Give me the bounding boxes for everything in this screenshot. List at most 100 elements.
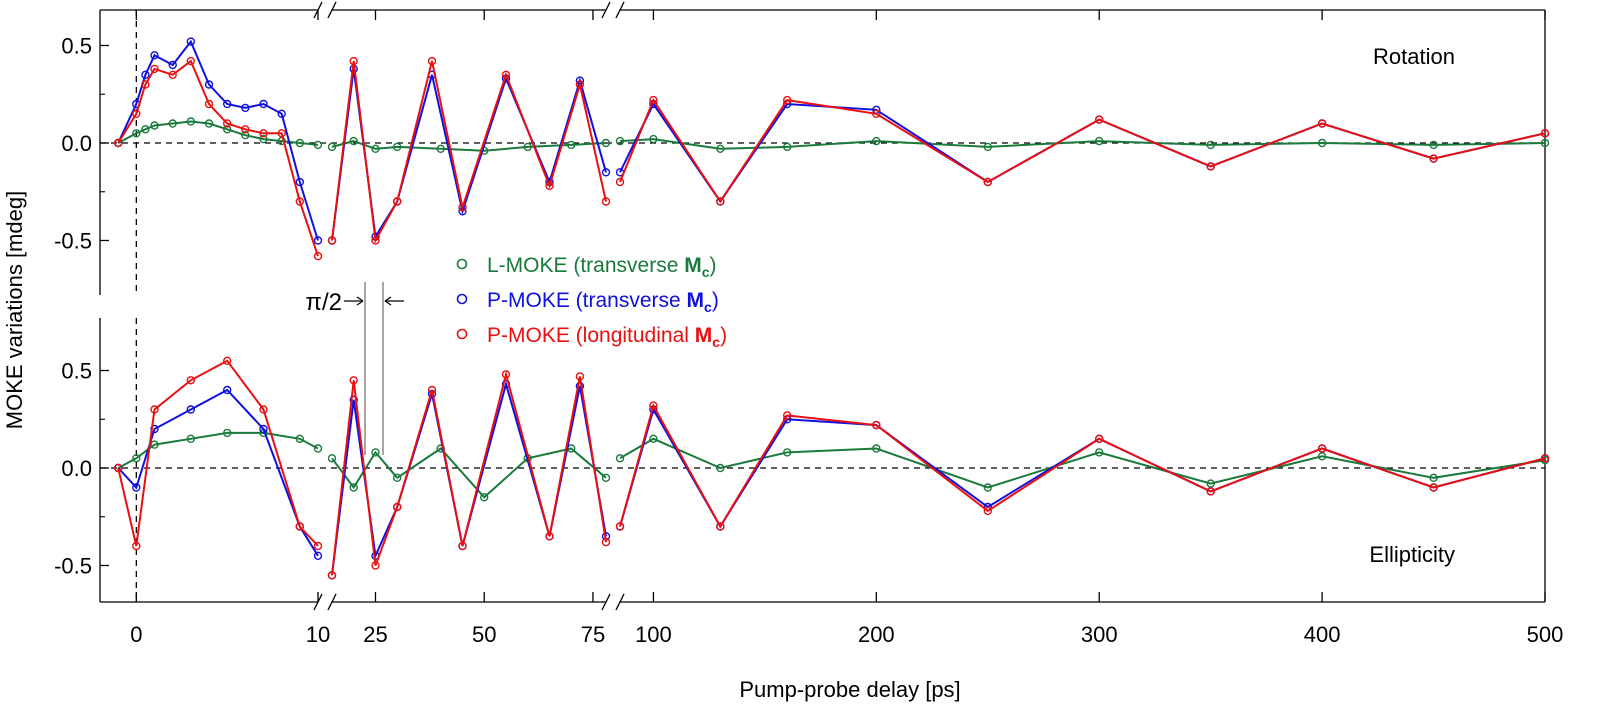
series-line (117, 59, 319, 257)
data-point (1094, 448, 1104, 457)
data-point (313, 236, 323, 245)
data-point (545, 532, 554, 541)
legend: L-MOKE (transverse Mc) P-MOKE (transverse… (456, 254, 727, 350)
data-point (222, 99, 232, 109)
data-point (204, 99, 214, 109)
x-tick-label: 300 (1081, 622, 1118, 647)
data-point (872, 420, 881, 430)
data-point (1094, 434, 1104, 443)
data-point (458, 541, 467, 551)
data-point (313, 251, 323, 261)
data-point (601, 537, 611, 547)
data-point (601, 473, 611, 482)
x-tick-label: 0 (130, 622, 142, 647)
data-point (113, 138, 123, 148)
data-point (427, 385, 437, 395)
data-point (523, 142, 532, 152)
data-point (186, 56, 196, 66)
data-point (295, 177, 304, 187)
data-point (480, 493, 489, 502)
data-point (371, 561, 380, 570)
data-point (716, 144, 725, 154)
axis-break-mark (615, 593, 625, 611)
phase-arrowhead-right (384, 296, 392, 306)
data-point (1429, 483, 1438, 492)
y-axis-label: MOKE variations [mdeg] (2, 191, 27, 429)
axis-break-mark (601, 593, 611, 611)
data-point (141, 125, 150, 134)
data-point (313, 140, 323, 150)
axis-break-mark (615, 1, 625, 19)
panel-label-ellipticity: Ellipticity (1369, 542, 1455, 567)
data-layer (113, 37, 1550, 580)
data-point (615, 454, 625, 463)
data-point (259, 129, 268, 138)
axis-break-mark (327, 1, 337, 19)
data-point (1540, 454, 1550, 463)
data-point (983, 506, 992, 516)
data-point (150, 51, 159, 60)
data-point (615, 177, 625, 187)
y-tick-label: 0.5 (61, 34, 92, 59)
data-point (501, 370, 511, 379)
x-tick-label: 25 (363, 622, 387, 647)
data-point (983, 142, 992, 152)
y-tick-label: 0.0 (61, 131, 92, 156)
data-point (545, 181, 554, 191)
x-tick-label: 200 (858, 622, 895, 647)
x-tick-label: 100 (635, 622, 672, 647)
data-point (327, 454, 337, 463)
data-point (393, 502, 402, 512)
data-point (501, 70, 511, 80)
data-point (601, 197, 611, 206)
data-point (327, 236, 337, 245)
x-tick-label: 10 (306, 622, 330, 647)
data-point (983, 177, 992, 187)
x-tick-label: 75 (581, 622, 605, 647)
y-tick-label: 0.0 (61, 456, 92, 481)
legend-marker (456, 328, 468, 340)
series-line (117, 39, 319, 241)
data-point (295, 522, 304, 531)
data-point (186, 117, 196, 126)
data-point (716, 463, 725, 473)
data-point (783, 448, 792, 457)
y-tick-label: -0.5 (54, 229, 92, 254)
data-point (1094, 136, 1104, 146)
y-tick-label: -0.5 (54, 554, 92, 579)
data-point (141, 80, 150, 89)
data-point (313, 541, 323, 551)
data-point (1540, 138, 1550, 148)
data-point (601, 168, 611, 177)
legend-entry: P-MOKE (transverse Mc) (487, 289, 719, 315)
data-point (371, 236, 380, 245)
data-point (241, 130, 250, 140)
data-point (168, 60, 177, 70)
data-point (259, 134, 268, 144)
legend-entry: L-MOKE (transverse Mc) (487, 254, 717, 280)
data-point (371, 144, 380, 154)
x-tick-label: 500 (1527, 622, 1564, 647)
data-point (393, 197, 402, 206)
series-line (619, 402, 1546, 529)
data-point (313, 444, 323, 453)
data-point (575, 80, 585, 89)
series-line (619, 437, 1546, 489)
series-line (619, 138, 1546, 150)
data-point (222, 119, 232, 128)
legend-marker (456, 293, 468, 305)
data-point (872, 136, 881, 146)
data-point (150, 121, 159, 130)
data-point (349, 483, 358, 492)
data-point (1206, 479, 1215, 488)
legend-entry: P-MOKE (longitudinal Mc) (487, 324, 727, 350)
data-point (393, 473, 402, 482)
data-point (1317, 119, 1327, 128)
data-point (186, 37, 196, 46)
data-point (983, 483, 992, 492)
data-point (427, 56, 437, 66)
x-tick-label: 50 (472, 622, 496, 647)
data-point (872, 109, 881, 119)
